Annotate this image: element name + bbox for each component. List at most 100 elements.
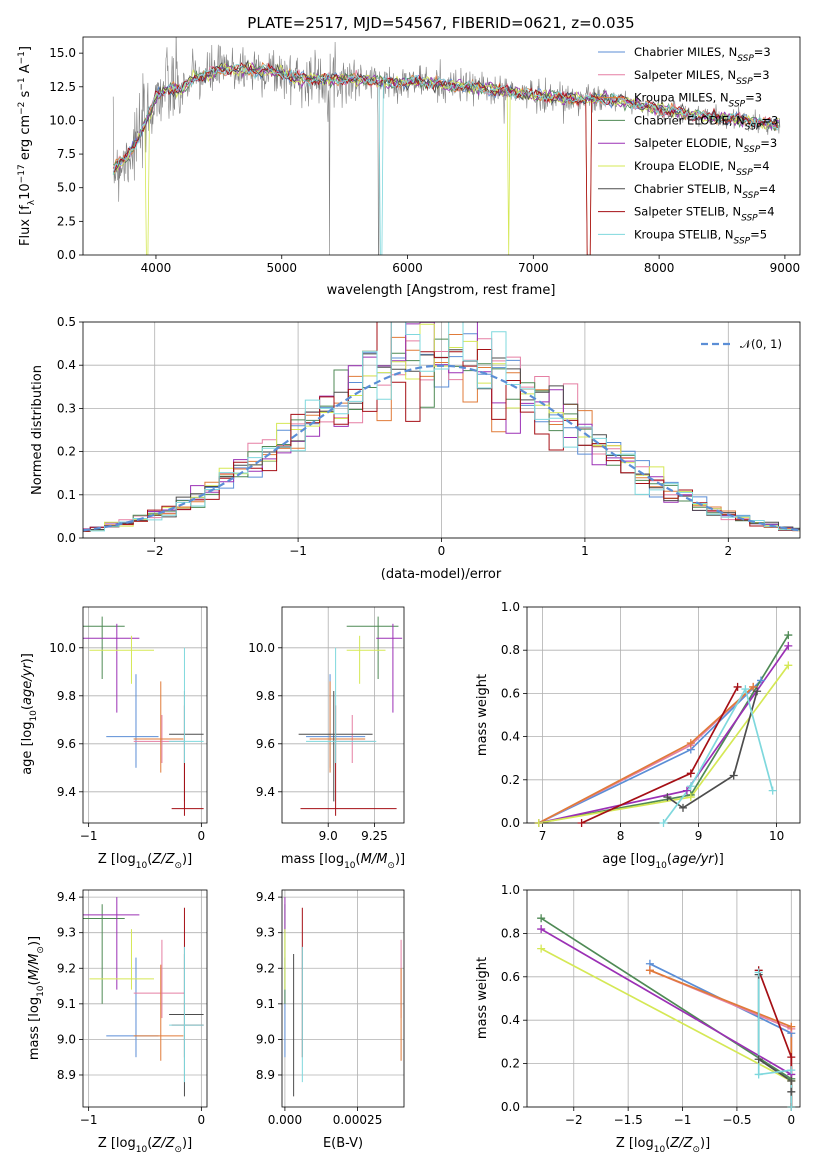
label-part: SSP	[729, 100, 746, 110]
weightage-marker	[784, 641, 793, 650]
y-tick-label: 8.9	[256, 1068, 275, 1082]
label-part: )]	[395, 852, 405, 867]
label-part: ⊙	[387, 861, 395, 871]
weightz-line	[757, 970, 793, 1107]
y-tick-label: 0.8	[501, 643, 520, 657]
label-part: s	[18, 90, 33, 101]
agemass-xlabel: mass [log10(M/M⊙)]	[281, 852, 405, 871]
model-spectrum-salpeter-stelib	[113, 62, 779, 255]
weightz-line	[649, 969, 793, 1107]
label-part: =3	[753, 68, 770, 82]
x-tick-label: 0.00025	[333, 1113, 383, 1127]
label-part: Z [log	[98, 1136, 136, 1151]
label-part: 10	[344, 861, 356, 871]
label-part: (	[356, 852, 361, 867]
weightz-marker	[754, 968, 763, 977]
label-part: −1	[17, 77, 27, 90]
label-part: ⊙	[174, 1145, 182, 1155]
label-part: M/M	[27, 954, 42, 981]
y-tick-label: 0.6	[501, 970, 520, 984]
label-part: Salpeter STELIB, N	[634, 205, 741, 219]
y-tick-label: 0.0	[501, 816, 520, 830]
label-part: =3	[761, 113, 778, 127]
label-part: 10	[655, 861, 667, 871]
x-tick-label: 5000	[266, 261, 297, 275]
x-tick-label: 9	[695, 829, 703, 843]
y-tick-label: 0.5	[57, 315, 76, 329]
label-part: Salpeter MILES, N	[634, 68, 736, 82]
x-tick-label: 4000	[141, 261, 172, 275]
weightage-marker	[679, 803, 687, 812]
weightage-marker	[686, 739, 695, 748]
label-part: ⊙	[36, 946, 46, 954]
y-tick-label: 2.5	[57, 214, 76, 228]
weightage-line	[666, 690, 758, 809]
weightage-line	[662, 686, 774, 823]
x-tick-label: 9.0	[319, 829, 338, 843]
x-tick-label: 0	[787, 1113, 795, 1127]
label-part: )]	[182, 1136, 192, 1151]
weightage-marker	[741, 685, 750, 694]
legend-entry: Salpeter STELIB, NSSP=4	[634, 205, 775, 224]
legend-entry: Kroupa ELODIE, NSSP=4	[634, 159, 770, 178]
y-tick-label: 9.6	[256, 737, 275, 751]
weightz-marker	[787, 1103, 796, 1111]
label-part: mass [log	[27, 997, 42, 1060]
axes-mass-vs-Z: −1 0 8.9 9.0 9.1 9.2 9.3 9.4	[57, 889, 208, 1127]
legend-entry: Salpeter MILES, NSSP=3	[634, 68, 770, 87]
x-tick-label: 9.25	[361, 829, 388, 843]
y-tick-label: 0.3	[57, 401, 76, 415]
y-tick-label: 0.6	[501, 686, 520, 700]
plot-area	[83, 897, 204, 1097]
axes-age-vs-Z: −1 0 9.4 9.6 9.8 10.0	[49, 606, 208, 843]
y-tick-label: 1.0	[501, 883, 520, 897]
label-part: ⊙	[174, 861, 182, 871]
y-tick-label: 9.0	[57, 1032, 76, 1046]
legend-entry: Salpeter ELODIE, NSSP=3	[634, 136, 777, 155]
label-part: Z/Z	[151, 1136, 175, 1151]
weightz-marker	[537, 925, 546, 934]
label-part: 10	[18, 183, 33, 200]
plot-area	[284, 897, 402, 1097]
residual-xlabel: (data-model)/error	[381, 567, 502, 582]
weightage-marker	[686, 769, 695, 778]
label-part: age/yr	[20, 662, 35, 705]
plot-area	[83, 616, 204, 816]
label-part: Kroupa STELIB, N	[634, 227, 734, 241]
weightage-marker	[784, 661, 793, 670]
weightz-marker	[537, 944, 546, 953]
y-tick-label: 0.4	[501, 730, 520, 744]
y-tick-label: 0.2	[57, 445, 76, 459]
label-part: =4	[753, 159, 770, 173]
label-part: =3	[760, 136, 777, 150]
x-tick-label: −1.5	[614, 1113, 643, 1127]
y-tick-label: 0.2	[501, 773, 520, 787]
label-part: Kroupa MILES, N	[634, 91, 729, 105]
label-part: age [log	[20, 722, 35, 775]
weightz-line	[757, 972, 793, 1107]
label-part: )]	[714, 852, 724, 867]
weightage-ylabel: mass weight	[475, 674, 490, 756]
model-spectrum-kroupa-stelib	[112, 64, 780, 255]
label-part: age [log	[602, 852, 655, 867]
axes-frame	[82, 889, 208, 1108]
weightz-marker	[787, 1087, 796, 1096]
axes-age-vs-mass: 9.0 9.25 9.4 9.6 9.8 10.0	[248, 606, 405, 843]
label-part: λ	[27, 199, 37, 205]
label-part: SSP	[744, 145, 761, 155]
label-part: SSP	[736, 168, 753, 178]
label-part: Z/Z	[151, 852, 175, 867]
axes-residuals: −2 −1 0 1 2 0.0 0.1 0.2 0.3 0.4 0.5	[57, 315, 801, 558]
x-tick-label: 1	[581, 544, 589, 558]
label-part: Salpeter ELODIE, N	[634, 136, 744, 150]
y-tick-label: 9.3	[57, 926, 76, 940]
label-part: (	[27, 980, 42, 985]
weightz-ylabel: mass weight	[475, 957, 490, 1039]
weightage-marker	[749, 682, 758, 691]
axes-frame	[526, 606, 801, 824]
weightz-marker	[787, 1076, 796, 1085]
weightz-marker	[537, 914, 546, 923]
label-part: mass [log	[281, 852, 344, 867]
y-tick-label: 7.5	[57, 147, 76, 161]
